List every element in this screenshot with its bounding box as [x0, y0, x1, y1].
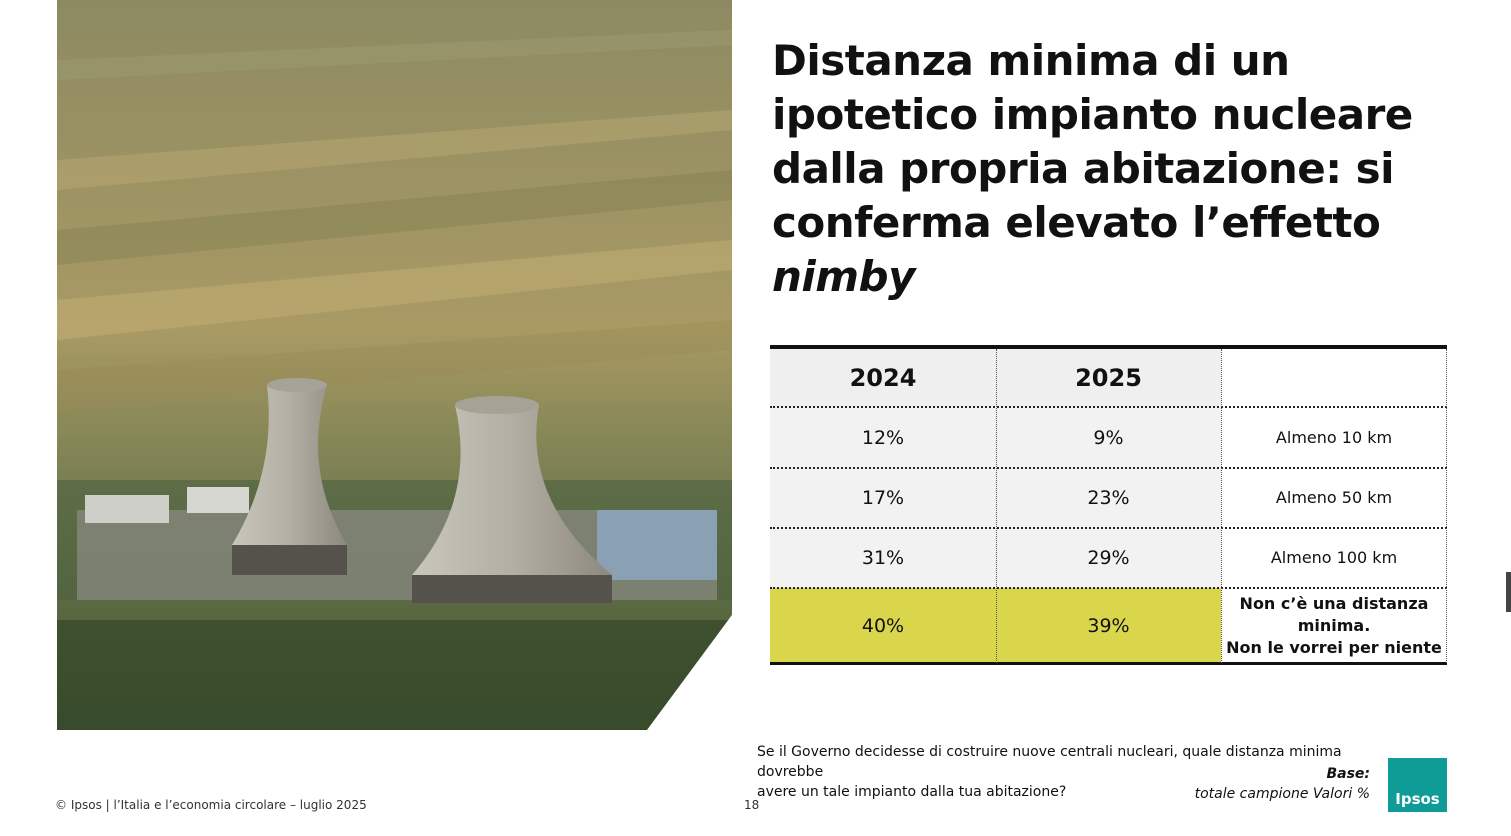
- col-divider: [996, 349, 997, 663]
- value-cell: 12%: [770, 407, 996, 468]
- col-divider: [1221, 349, 1222, 663]
- title-line: dalla propria abitazione: si: [772, 144, 1395, 193]
- title-line: ipotetico impianto nucleare: [772, 90, 1413, 139]
- label-cell: Almeno 100 km: [1221, 528, 1447, 588]
- question: Se il Governo decidesse di costruire nuo…: [757, 742, 1397, 802]
- value-cell: 29%: [996, 528, 1221, 588]
- value-cell: 31%: [770, 528, 996, 588]
- footer: © Ipsos | l’Italia e l’economia circolar…: [55, 798, 367, 812]
- scroll-marker: [1506, 572, 1511, 612]
- question-line: avere un tale impianto dalla tua abitazi…: [757, 784, 1067, 800]
- title-line: Distanza minima di un: [772, 36, 1290, 85]
- page-number: 18: [744, 798, 760, 812]
- value-cell: 23%: [996, 468, 1221, 528]
- label-line: minima.: [1297, 615, 1371, 635]
- photo: [57, 0, 732, 730]
- header-cell: 2024: [770, 349, 996, 407]
- label-line: Almeno 50 km: [1275, 488, 1393, 507]
- label-cell: Non c’è una distanza minima. Non le vorrei…: [1221, 588, 1447, 663]
- title-line: conferma elevato l’effetto: [772, 198, 1381, 247]
- base-label: Base:: [1326, 766, 1370, 782]
- question-line: Se il Governo decidesse di costruire nuo…: [757, 744, 1342, 780]
- label-cell: Almeno 10 km: [1221, 407, 1447, 468]
- row-divider: [770, 527, 1447, 529]
- row-divider: [770, 406, 1447, 408]
- header-cell: 2025: [996, 349, 1221, 407]
- label-line: Almeno 10 km: [1275, 427, 1393, 447]
- title-italic: nimby: [772, 252, 916, 301]
- value-cell: 17%: [770, 468, 996, 528]
- value-cell: 40%: [770, 588, 996, 663]
- row-divider: [770, 467, 1447, 469]
- value-cell: 39%: [996, 588, 1221, 663]
- label-cell: Almeno 50 km: [1221, 468, 1447, 528]
- row-divider: [770, 587, 1447, 589]
- label-line: Non le vorrei per niente: [1226, 637, 1442, 657]
- base-text: totale campione Valori %: [1194, 786, 1370, 802]
- value-cell: 9%: [996, 407, 1221, 468]
- label-line: Non c’è una distanza: [1239, 593, 1429, 613]
- col-divider: [1446, 349, 1447, 663]
- table-bottom-border: [770, 662, 1447, 665]
- logo: Ipsos: [1388, 758, 1447, 812]
- table-top-border: [770, 345, 1447, 349]
- label-line: Almeno 100 km: [1270, 548, 1398, 567]
